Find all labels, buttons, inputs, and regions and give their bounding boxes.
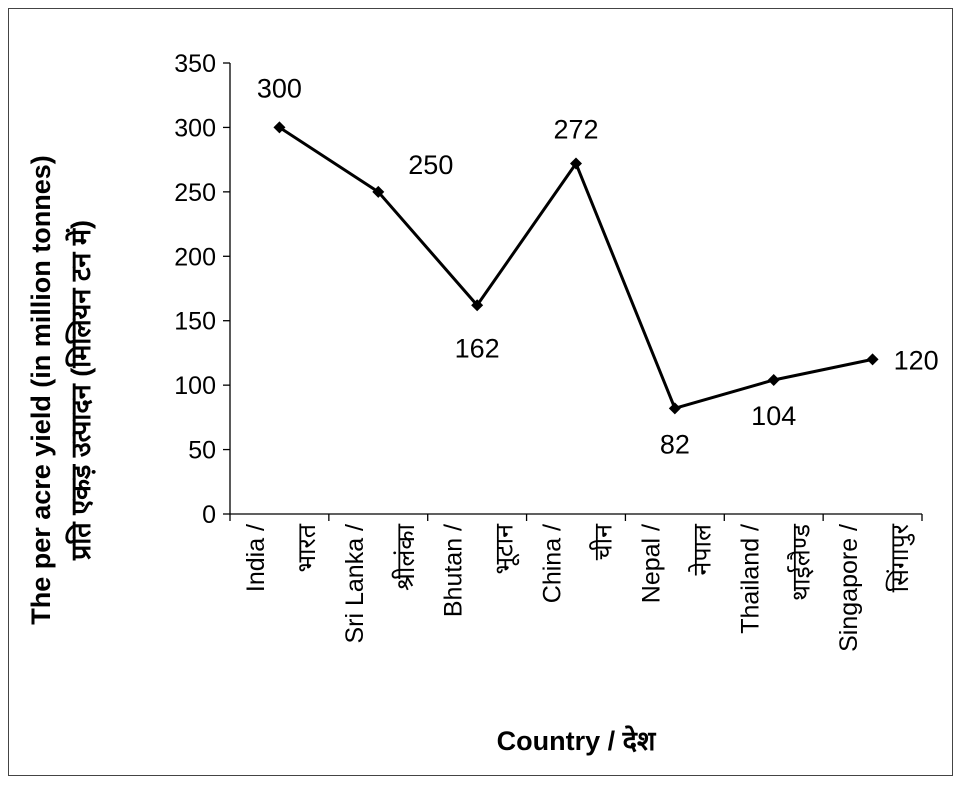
y-axis-ticks: 0 50 100 150 200 250 300 350 xyxy=(174,50,230,529)
data-point xyxy=(273,121,286,134)
series xyxy=(273,121,879,415)
category-labels: India / भारत Sri Lanka / श्रीलंका Bhutan / भू… xyxy=(242,523,915,652)
y-tick-label: 50 xyxy=(188,437,216,465)
data-point xyxy=(471,299,484,312)
y-tick-label: 100 xyxy=(174,372,216,400)
category-label-english: India / xyxy=(242,524,270,592)
y-tick-label: 0 xyxy=(202,501,216,529)
data-label: 82 xyxy=(660,429,690,459)
category-label-hindi: चीन xyxy=(589,523,618,560)
data-label: 120 xyxy=(894,345,939,375)
data-label: 162 xyxy=(455,333,500,363)
category-label-english: Nepal / xyxy=(637,524,665,603)
category-label-hindi: भूटान xyxy=(491,523,520,575)
data-label: 300 xyxy=(257,73,302,103)
y-tick-label: 150 xyxy=(174,308,216,336)
category-label-hindi: सिंगापुर xyxy=(885,523,915,592)
y-axis-title-line2: प्रति एकड़ उत्पादन (मिलियन टन में) xyxy=(65,220,96,561)
category-label-hindi: थाईलैण्ड xyxy=(786,523,815,601)
category-label-hindi: श्रीलंका xyxy=(391,523,420,590)
data-point xyxy=(570,157,582,170)
data-point xyxy=(866,353,879,366)
y-tick-label: 200 xyxy=(174,243,216,271)
data-point xyxy=(372,185,385,198)
x-axis-ticks xyxy=(229,514,923,521)
data-label: 104 xyxy=(751,401,796,431)
category-label-english: Sri Lanka / xyxy=(341,524,369,644)
category-label-english: Bhutan / xyxy=(440,524,468,617)
axes xyxy=(229,63,922,515)
y-axis-title-line1: The per acre yield (in million tonnes) xyxy=(26,155,56,625)
category-label-english: China / xyxy=(539,524,567,603)
category-label-english: Singapore / xyxy=(835,524,863,652)
y-tick-label: 250 xyxy=(174,179,216,207)
y-tick-label: 350 xyxy=(174,50,216,78)
data-labels: 300 250 162 272 82 104 120 xyxy=(257,73,939,459)
chart-frame xyxy=(8,8,953,776)
series-line xyxy=(278,126,873,410)
data-label: 272 xyxy=(553,115,598,145)
data-point xyxy=(668,402,681,415)
category-label-hindi: नेपाल xyxy=(687,523,716,576)
category-label-hindi: भारत xyxy=(293,523,321,572)
data-label: 250 xyxy=(408,150,453,180)
category-label-english: Thailand / xyxy=(736,524,764,634)
x-axis-title: Country / देश xyxy=(497,725,657,756)
y-tick-label: 300 xyxy=(174,114,216,142)
data-point xyxy=(767,373,780,386)
